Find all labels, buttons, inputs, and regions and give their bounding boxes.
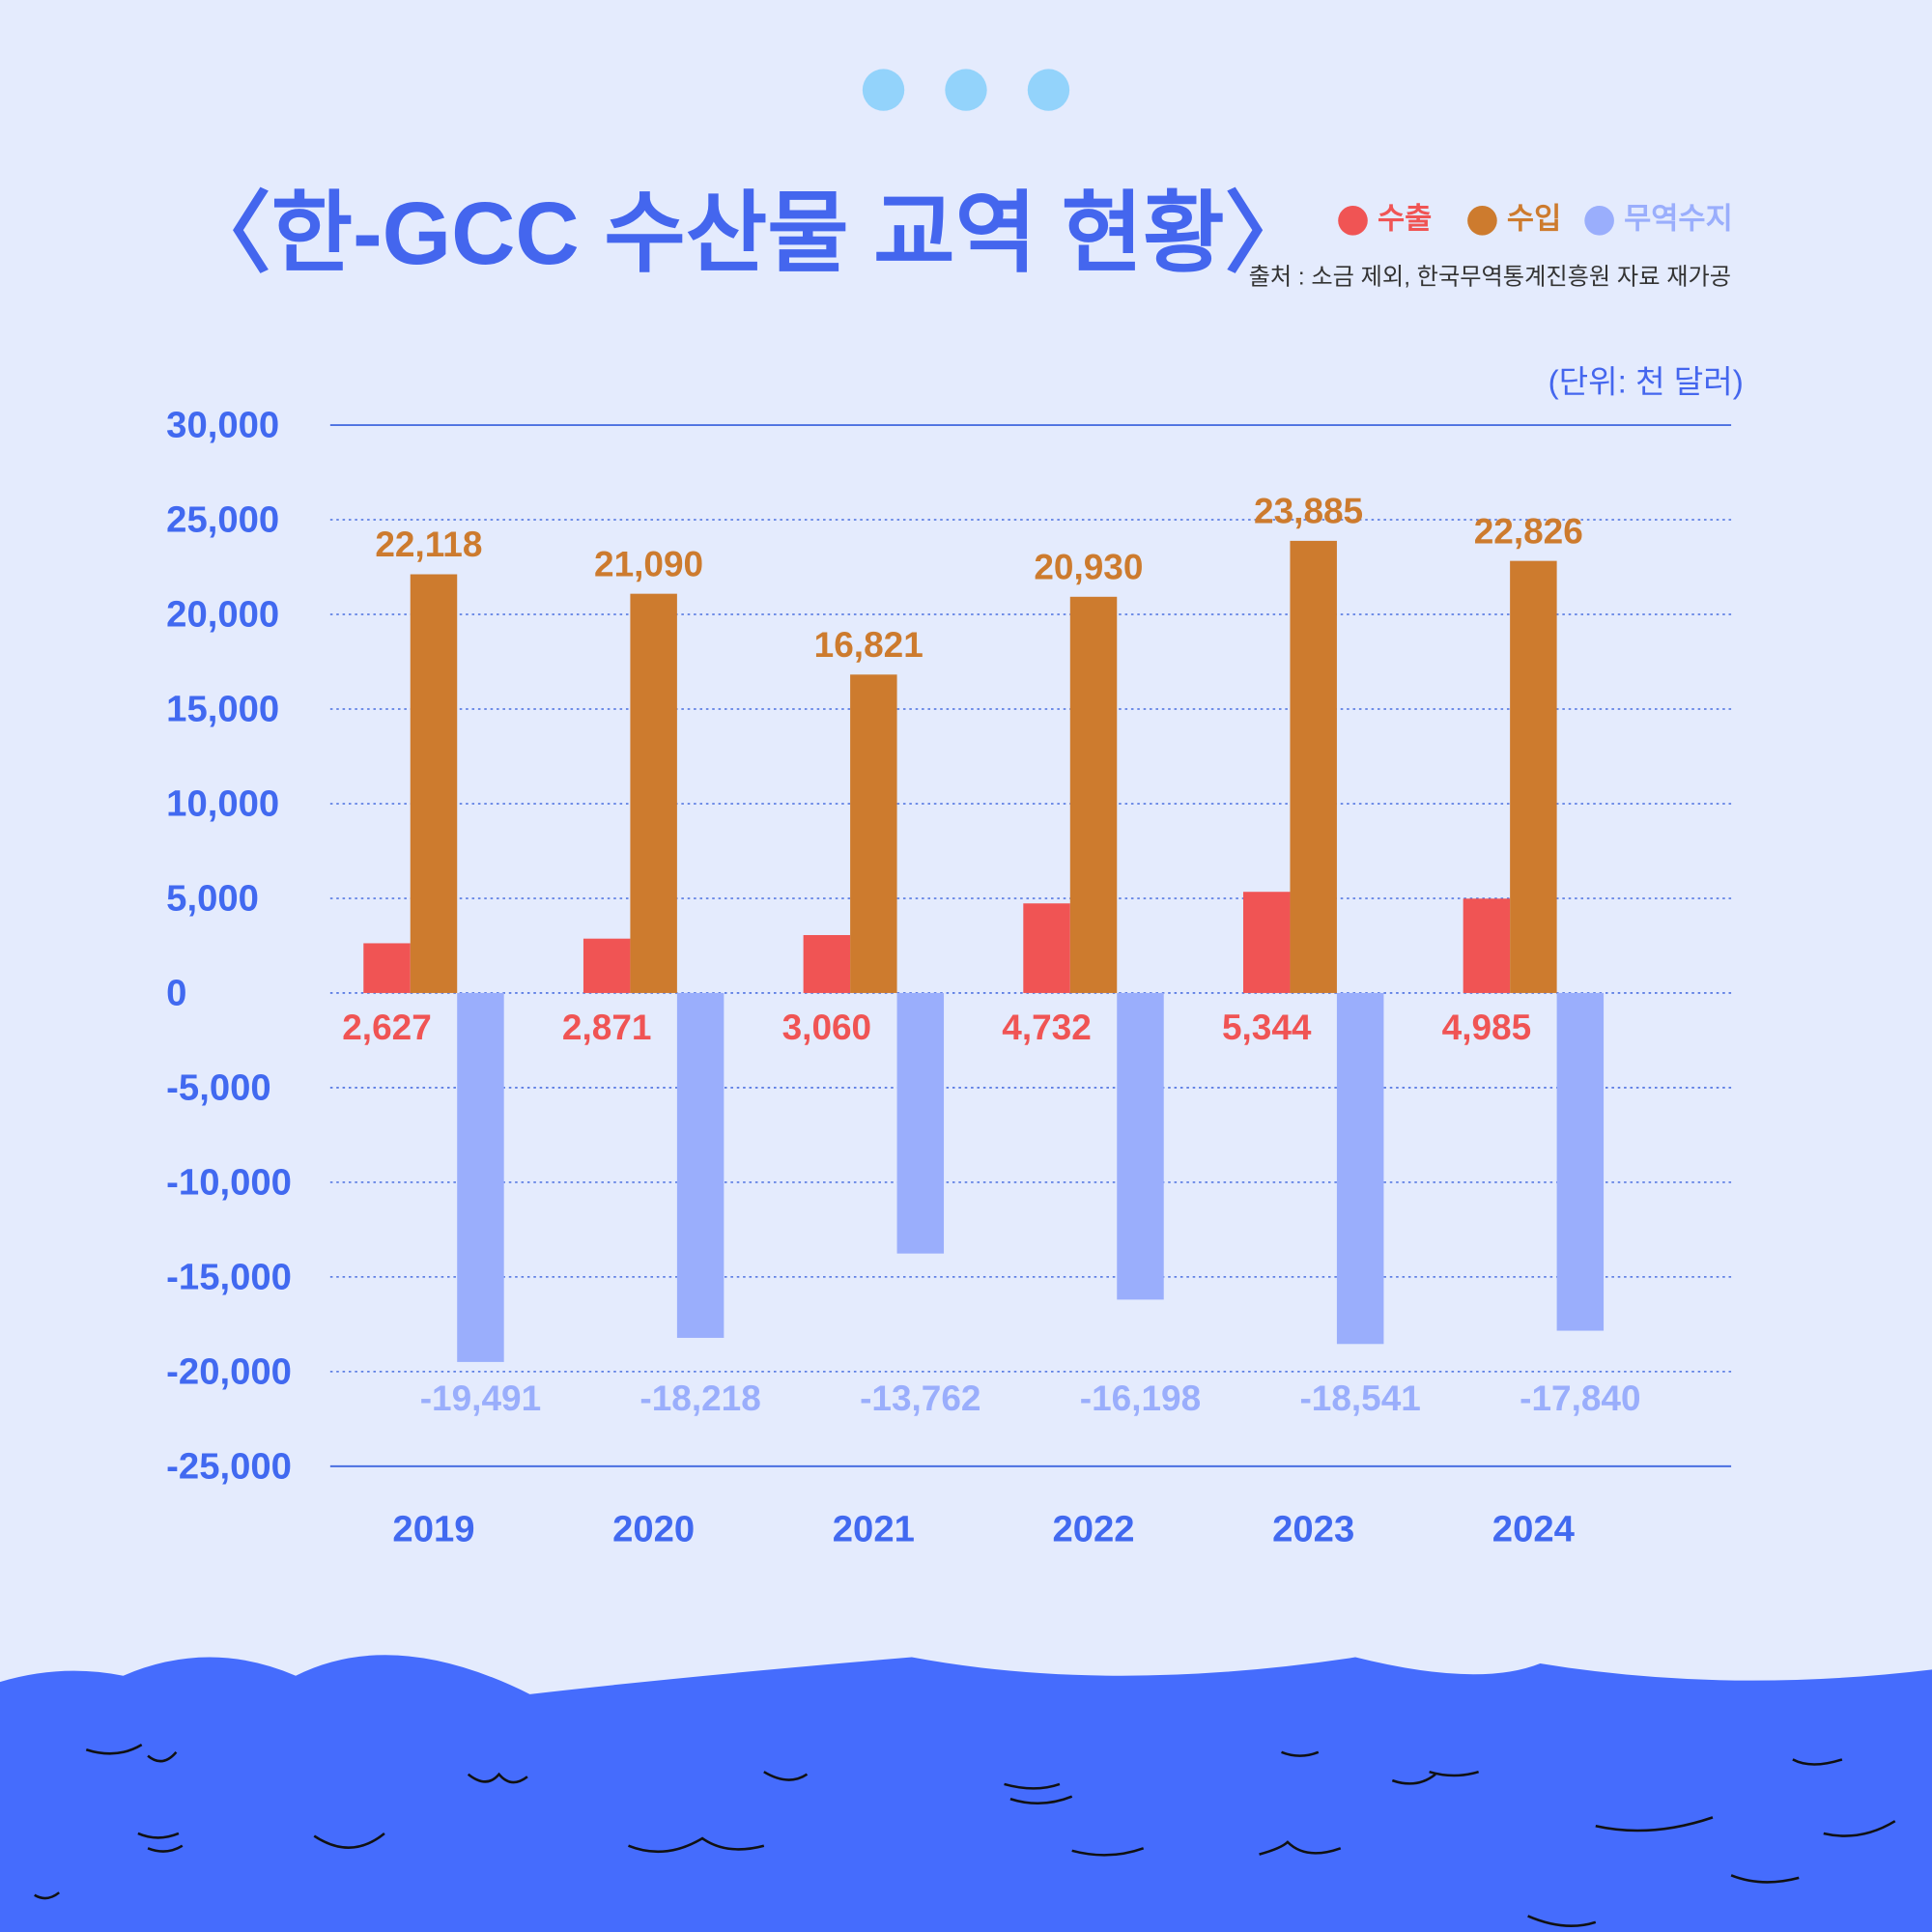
decor-dot: [862, 69, 905, 111]
y-tick-label: 30,000: [166, 405, 279, 446]
data-label: -16,198: [1080, 1378, 1201, 1418]
y-tick-label: 0: [166, 973, 186, 1014]
data-label: -13,762: [860, 1378, 980, 1418]
bar: [1463, 898, 1511, 993]
y-tick-label: -20,000: [166, 1351, 292, 1393]
bar: [457, 992, 504, 1362]
x-tick-label: 2020: [612, 1509, 695, 1550]
y-tick-label: 20,000: [166, 594, 279, 636]
data-label: 5,344: [1222, 1008, 1312, 1047]
legend-marker: [1467, 206, 1497, 236]
bar: [1510, 560, 1557, 993]
bar: [1290, 540, 1337, 993]
data-label: 22,118: [375, 525, 482, 564]
y-tick-label: 10,000: [166, 783, 279, 825]
x-tick-label: 2021: [833, 1509, 915, 1550]
decor-dot: [1027, 69, 1070, 111]
bar: [850, 674, 897, 993]
bar: [1117, 992, 1164, 1300]
y-tick-label: 15,000: [166, 689, 279, 730]
bar: [803, 934, 851, 993]
y-tick-label: -15,000: [166, 1257, 292, 1298]
bar: [1023, 903, 1070, 993]
data-label: -18,218: [639, 1378, 760, 1418]
legend-label: 수출: [1378, 202, 1432, 235]
bar: [1242, 892, 1291, 993]
data-label: 4,985: [1442, 1008, 1532, 1047]
y-tick-label: 25,000: [166, 499, 279, 541]
data-label: 22,826: [1474, 511, 1583, 551]
wave-strokes: [34, 1744, 1896, 1927]
data-label: 16,821: [814, 625, 923, 665]
data-label: -17,840: [1520, 1378, 1640, 1418]
x-tick-label: 2022: [1052, 1509, 1134, 1550]
decor-dot: [945, 69, 987, 111]
legend-marker: [1338, 206, 1368, 236]
bar: [630, 593, 677, 993]
y-tick-label: 5,000: [166, 878, 259, 920]
sea: [0, 1655, 1932, 1932]
data-label: 4,732: [1002, 1008, 1092, 1047]
data-label: -18,541: [1299, 1378, 1420, 1418]
y-tick-label: -25,000: [166, 1446, 292, 1488]
bar: [1336, 992, 1384, 1345]
data-label: 3,060: [782, 1008, 872, 1047]
data-label: 2,627: [342, 1008, 432, 1047]
data-label: 21,090: [594, 544, 703, 583]
bar: [1069, 596, 1118, 993]
bar: [1556, 992, 1605, 1331]
data-label: -19,491: [420, 1378, 541, 1418]
unit-label: (단위: 천 달러): [1548, 365, 1744, 401]
x-tick-label: 2024: [1492, 1509, 1576, 1550]
data-label: 20,930: [1034, 547, 1143, 586]
y-tick-label: -5,000: [166, 1067, 270, 1109]
x-tick-label: 2019: [392, 1509, 474, 1550]
bar: [582, 938, 631, 993]
data-label: 2,871: [562, 1008, 652, 1047]
bar: [410, 574, 458, 993]
legend-label: 무역수지: [1624, 202, 1733, 235]
legend-label: 수입: [1507, 202, 1561, 235]
bar: [363, 943, 411, 993]
data-label: 23,885: [1254, 492, 1363, 531]
bar: [676, 992, 724, 1338]
source-note: 출처 : 소금 제외, 한국무역통계진흥원 자료 재가공: [1249, 265, 1731, 291]
chart-title: 〈한-GCC 수산물 교역 현황〉: [183, 185, 1314, 283]
legend-marker: [1584, 206, 1614, 236]
x-tick-label: 2023: [1272, 1509, 1354, 1550]
y-tick-label: -10,000: [166, 1162, 292, 1204]
bar: [896, 992, 945, 1254]
